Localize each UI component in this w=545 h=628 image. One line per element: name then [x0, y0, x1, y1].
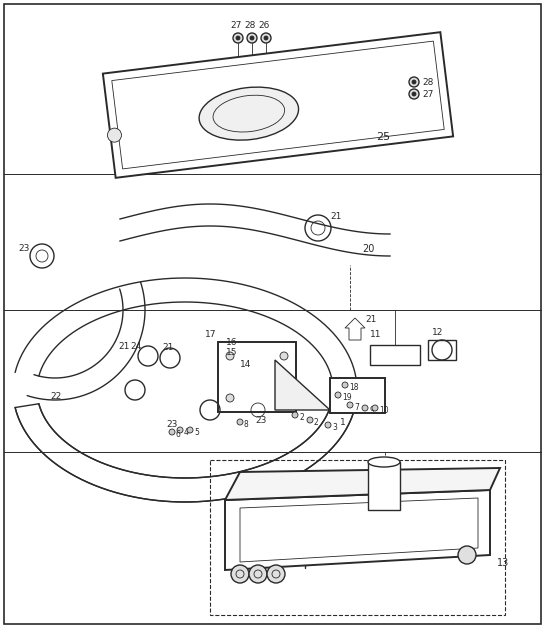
Circle shape: [292, 412, 298, 418]
Text: 5: 5: [194, 428, 199, 437]
Polygon shape: [275, 360, 330, 410]
Text: 12: 12: [432, 328, 444, 337]
Bar: [218, 342, 296, 412]
Text: 21: 21: [330, 212, 341, 221]
Circle shape: [231, 565, 249, 583]
Text: 10: 10: [379, 406, 389, 415]
Text: 8: 8: [244, 420, 249, 429]
Polygon shape: [225, 490, 490, 570]
Circle shape: [226, 394, 234, 402]
Text: 18: 18: [349, 383, 359, 392]
Circle shape: [236, 36, 240, 40]
Text: 14: 14: [240, 360, 251, 369]
Circle shape: [307, 417, 313, 423]
Text: 24: 24: [130, 342, 141, 351]
Text: 23: 23: [255, 416, 267, 425]
Circle shape: [177, 427, 183, 433]
Circle shape: [362, 405, 368, 411]
Circle shape: [325, 422, 331, 428]
Circle shape: [226, 352, 234, 360]
Circle shape: [107, 128, 122, 142]
Text: 2: 2: [299, 413, 304, 422]
Text: 17: 17: [205, 330, 216, 339]
Text: 19: 19: [342, 393, 352, 402]
Circle shape: [261, 33, 271, 43]
Bar: [330, 378, 385, 413]
Text: 23: 23: [166, 420, 177, 429]
Bar: [368, 462, 400, 510]
Circle shape: [250, 36, 254, 40]
Text: 27: 27: [422, 90, 433, 99]
Bar: [370, 345, 420, 365]
Text: 21: 21: [365, 315, 377, 324]
Circle shape: [412, 80, 416, 84]
Polygon shape: [103, 32, 453, 178]
Bar: [428, 340, 456, 360]
Text: 6: 6: [176, 430, 181, 439]
Text: 28: 28: [422, 78, 433, 87]
Ellipse shape: [199, 87, 299, 140]
Text: 23: 23: [18, 244, 29, 253]
Circle shape: [335, 392, 341, 398]
Text: 21: 21: [118, 342, 129, 351]
Circle shape: [249, 565, 267, 583]
Circle shape: [347, 402, 353, 408]
Text: 13: 13: [497, 558, 509, 568]
Circle shape: [412, 92, 416, 96]
Ellipse shape: [368, 457, 400, 467]
Text: 7: 7: [354, 403, 359, 412]
Text: 22: 22: [50, 392, 61, 401]
Text: 1: 1: [340, 418, 346, 427]
Polygon shape: [225, 468, 500, 500]
Circle shape: [458, 546, 476, 564]
Circle shape: [409, 89, 419, 99]
Text: 15: 15: [226, 348, 238, 357]
Circle shape: [409, 77, 419, 87]
Circle shape: [264, 36, 268, 40]
Text: 28: 28: [244, 21, 256, 30]
Text: 3: 3: [332, 423, 337, 432]
Text: 27: 27: [231, 21, 241, 30]
Text: 4: 4: [184, 428, 189, 437]
Text: 11: 11: [370, 330, 381, 339]
Circle shape: [169, 429, 175, 435]
Polygon shape: [345, 318, 365, 340]
Text: 25: 25: [376, 133, 390, 143]
Circle shape: [233, 33, 243, 43]
Circle shape: [342, 382, 348, 388]
Text: 20: 20: [362, 244, 375, 254]
Circle shape: [247, 33, 257, 43]
Text: 21: 21: [162, 343, 173, 352]
Bar: [210, 460, 505, 615]
Circle shape: [280, 394, 288, 402]
Circle shape: [372, 405, 378, 411]
Text: 9: 9: [369, 406, 374, 415]
Circle shape: [237, 419, 243, 425]
Circle shape: [280, 352, 288, 360]
Circle shape: [187, 427, 193, 433]
Text: 16: 16: [226, 338, 238, 347]
Circle shape: [267, 565, 285, 583]
Text: 2: 2: [314, 418, 319, 427]
Text: 26: 26: [258, 21, 270, 30]
